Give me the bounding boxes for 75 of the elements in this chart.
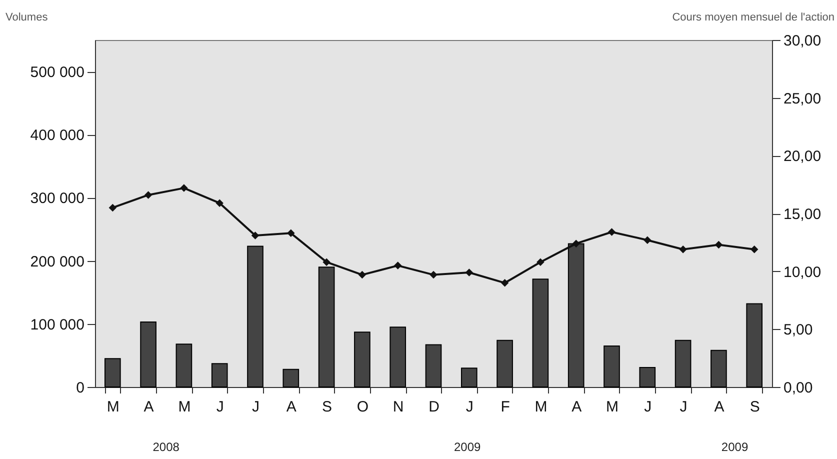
y-axis-title: Volumes xyxy=(6,12,48,24)
bar xyxy=(532,278,549,388)
bar xyxy=(639,366,656,388)
bar xyxy=(746,303,763,388)
point xyxy=(216,199,224,207)
y-tick-label: 200 000 xyxy=(30,253,84,270)
point xyxy=(644,236,652,244)
y2-tick-label: 0,00 xyxy=(784,380,813,396)
point xyxy=(394,262,402,270)
point xyxy=(572,240,580,248)
x-tick-label: M xyxy=(106,398,120,416)
point xyxy=(180,184,188,192)
y-tick-label: 0 xyxy=(76,380,84,396)
bar xyxy=(568,243,584,388)
x-tick-label: A xyxy=(714,398,724,416)
text: 2009 xyxy=(721,440,748,454)
bar xyxy=(425,344,442,388)
bar xyxy=(460,368,478,388)
y2-tick-label: 25,00 xyxy=(784,90,822,108)
x-tick-label: S xyxy=(750,398,760,416)
x-tick-label: N xyxy=(392,398,404,416)
x-tick-label: M xyxy=(178,398,191,416)
y2-tick-label: 10,00 xyxy=(784,264,822,281)
x-tick-label: A xyxy=(572,398,582,416)
point xyxy=(465,268,474,276)
x-tick-label: J xyxy=(644,398,652,416)
y2-tick-label: 5,00 xyxy=(784,322,813,339)
point xyxy=(251,232,260,240)
point xyxy=(500,279,509,287)
text: 2008 xyxy=(152,440,180,454)
x-tick-label: S xyxy=(322,398,332,416)
bar xyxy=(140,322,156,388)
point xyxy=(108,204,117,212)
point xyxy=(322,258,330,266)
y-tick-label: 300 000 xyxy=(30,190,84,208)
x-tick-label: F xyxy=(500,398,510,416)
y-tick-label: 400 000 xyxy=(30,127,84,144)
y2-axis-title: Cours moyen mensuel de l'action xyxy=(672,12,834,24)
bar xyxy=(176,344,192,388)
x-tick-label: M xyxy=(534,398,548,416)
bar xyxy=(710,350,727,388)
y-tick-label: 500 000 xyxy=(30,64,84,82)
text: 2009 xyxy=(454,440,482,454)
bar xyxy=(674,340,692,388)
bar xyxy=(604,345,620,388)
x-tick-label: J xyxy=(216,398,224,416)
point xyxy=(608,228,616,236)
x-tick-label: O xyxy=(356,398,369,416)
bar xyxy=(282,368,300,388)
y2-tick-label: 30,00 xyxy=(784,32,822,50)
x-tick-label: M xyxy=(606,398,618,416)
bar xyxy=(318,266,335,388)
bar xyxy=(354,332,370,388)
point xyxy=(358,270,366,279)
x-tick-label: J xyxy=(252,398,260,416)
bar xyxy=(211,363,228,388)
y2-tick-label: 20,00 xyxy=(784,148,822,166)
point xyxy=(430,270,438,279)
bar xyxy=(104,358,121,388)
bar xyxy=(390,326,406,388)
x-tick-label: A xyxy=(286,398,296,416)
point xyxy=(536,258,544,266)
y-tick-label: 100 000 xyxy=(30,316,84,334)
x-tick-label: J xyxy=(466,398,474,416)
point xyxy=(144,191,152,199)
x-tick-label: D xyxy=(428,398,440,416)
point xyxy=(287,229,295,238)
bar xyxy=(247,246,264,388)
point xyxy=(750,245,758,254)
point xyxy=(679,245,687,254)
x-tick-label: J xyxy=(680,398,688,416)
bar xyxy=(496,340,513,388)
x-tick-label: A xyxy=(144,398,154,416)
y2-tick-label: 15,00 xyxy=(784,206,822,223)
point xyxy=(714,240,723,249)
